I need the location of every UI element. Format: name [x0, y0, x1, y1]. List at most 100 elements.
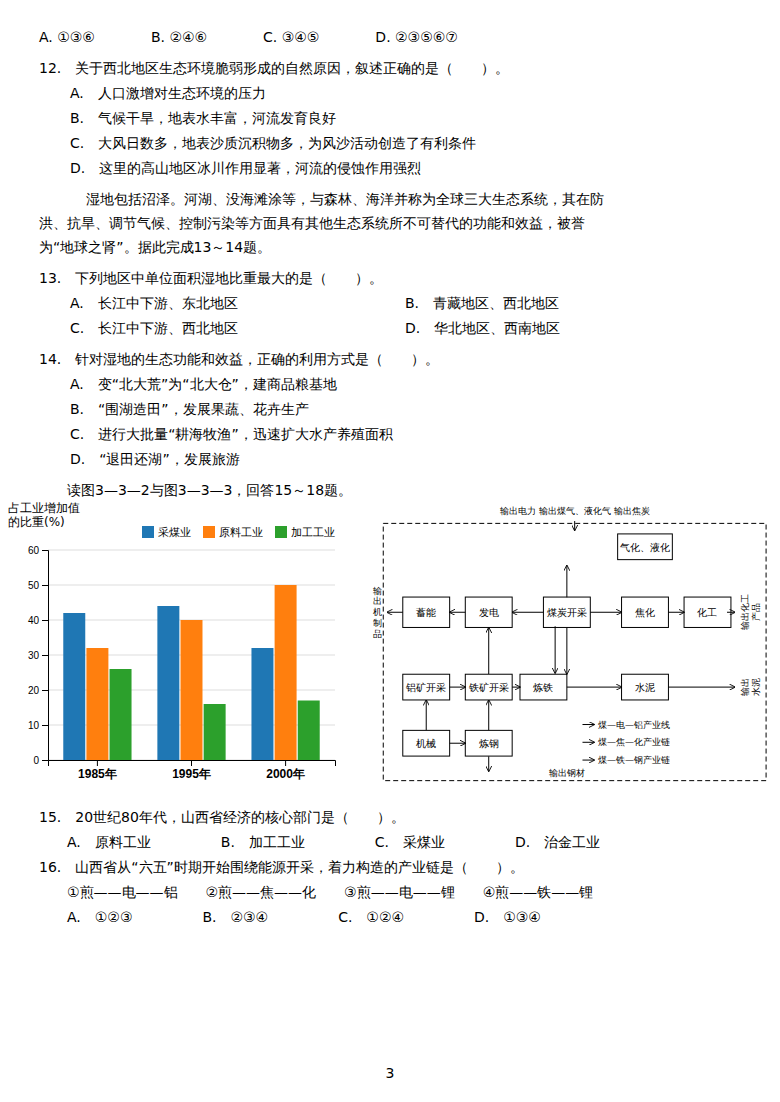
y-tick-mark: [42, 620, 48, 621]
diagram-arrow: [566, 628, 567, 674]
diagram-side-label: 输出水泥: [740, 678, 761, 696]
legend-label: 采煤业: [158, 526, 191, 539]
diagram-arrow: [582, 724, 594, 725]
text-line: 洪、抗旱、调节气候、控制污染等方面具有其他生态系统所不可替代的功能和效益，被誉: [39, 215, 585, 231]
bars: [63, 585, 319, 760]
diagram-arrow: [426, 700, 427, 730]
diagram-side-label: 输出化工产品: [740, 594, 761, 630]
diagram-box: [622, 597, 669, 627]
question-text: 13. 下列地区中单位面积湿地比重最大的是（ ）。: [39, 270, 383, 286]
diagram-box: [403, 730, 450, 756]
text-line: 化工: [697, 607, 717, 618]
x-tick-label: 1985年: [78, 767, 117, 781]
diagram-arrow: [567, 687, 622, 688]
plot-area: 01020304050601985年1995年2000年: [28, 545, 336, 781]
y-tick-mark: [42, 690, 48, 691]
diagram-box: [403, 674, 450, 700]
diagram-arrow: [566, 565, 567, 597]
y-tick-mark: [42, 760, 48, 761]
diagram-side-label-group: 输出化工产品: [740, 594, 761, 630]
option-text: D. 华北地区、西南地区: [405, 320, 560, 336]
option-text: C. 进行大批量“耕海牧渔”，迅速扩大水产养殖面积: [70, 426, 393, 442]
diagram-arrow: [512, 687, 520, 688]
background: [0, 0, 780, 1102]
diagram-arrow: [582, 760, 594, 761]
diagram-arrow: [387, 612, 403, 613]
text-line: ①煎——电——铝 ②煎——焦——化 ③煎——电——锂 ④煎——铁——锂: [39, 884, 593, 900]
y-tick: 0: [33, 755, 48, 766]
bar: [157, 606, 179, 760]
question-text: 16. 山西省从“六五”时期开始围绕能源开采，着力构造的产业链是（ ）。: [39, 859, 524, 875]
y-tick-label: 60: [28, 545, 40, 556]
option-text: B. 气候干旱，地表水丰富，河流发育良好: [70, 110, 336, 126]
text-line: 蓄能: [416, 607, 436, 618]
text-line: 炼钢: [479, 738, 499, 749]
text-line: D. “退田还湖”，发展旅游: [70, 451, 240, 467]
x-tick: 1995年: [172, 760, 211, 781]
x-tick-mark: [97, 760, 98, 766]
text-line: B. “围湖造田”，发展果蔬、花卉生产: [70, 401, 309, 417]
diagram-arrow: [727, 612, 735, 613]
legend-label: 加工工业: [291, 526, 335, 539]
diagram-side-label-group: 输出水泥: [740, 678, 761, 696]
x-axis: 1985年1995年2000年: [49, 760, 336, 781]
diagram-border: [383, 523, 766, 780]
text-line: 的比重(%): [8, 515, 65, 529]
diagram-bottom-label: 输出钢材: [549, 768, 585, 778]
text-line: 煤—电—铝产业线: [598, 720, 670, 730]
text-line: 出: [373, 596, 382, 606]
x-tick-label: 1995年: [172, 767, 211, 781]
diagram-box: [520, 674, 567, 700]
text-line: 铝矿开采: [405, 682, 446, 693]
legend: 采煤业原料工业加工工业: [142, 526, 335, 539]
diagram-side-label: 输出机制品: [373, 586, 382, 639]
diagram-chain-label: 煤—电—铝产业线: [598, 720, 670, 730]
text-line: 输出钢材: [549, 768, 585, 778]
y-tick: 40: [28, 615, 48, 626]
diagram-arrow: [450, 612, 466, 613]
diagram-arrow: [488, 628, 489, 674]
text-line: 水泥: [635, 682, 655, 693]
text-line: B. 青藏地区、西北地区: [405, 295, 559, 311]
y-axis-title: 占工业增加值的比重(%): [8, 501, 80, 529]
question-text: 15. 20世纪80年代，山西省经济的核心部门是（ ）。: [39, 809, 405, 825]
diagram-arrow: [574, 521, 575, 530]
diagram-box: [618, 534, 673, 560]
paragraph-text: 洪、抗旱、调节气候、控制污染等方面具有其他生态系统所不可替代的功能和效益，被誉: [39, 215, 585, 231]
option-text: A. 人口激增对生态环境的压力: [70, 85, 266, 101]
diagram-box: [684, 597, 731, 627]
y-tick-label: 10: [28, 720, 40, 731]
diagram-arrow: [668, 687, 734, 688]
legend-item: 采煤业: [142, 526, 191, 539]
diagram-box-label: 煤炭开采: [547, 607, 587, 618]
diagram-chain-label: 煤—焦—化产业链: [598, 737, 670, 747]
diagram-box: [403, 597, 450, 627]
diagram-box-label: 铁矿开采: [468, 682, 509, 693]
text-line: C. 长江中下游、西北地区: [70, 320, 238, 336]
bar: [204, 704, 226, 760]
option-text: C. 长江中下游、西北地区: [70, 320, 238, 336]
diagram-box-label: 焦化: [635, 607, 655, 618]
text-line: D. 华北地区、西南地区: [405, 320, 560, 336]
diagram-box-label: 发电: [479, 607, 499, 618]
legend-swatch: [275, 526, 287, 538]
x-tick: 1985年: [78, 760, 117, 781]
text-line: 16. 山西省从“六五”时期开始围绕能源开采，着力构造的产业链是（ ）。: [39, 859, 524, 875]
text-line: 占工业增加值: [8, 501, 80, 515]
question-text: ①煎——电——铝 ②煎——焦——化 ③煎——电——锂 ④煎——铁——锂: [39, 884, 593, 900]
bar: [275, 585, 297, 760]
diagram-arrow: [488, 756, 489, 771]
diagram-arrow: [488, 700, 489, 730]
y-tick-label: 0: [33, 755, 39, 766]
text-line: 机: [373, 607, 382, 617]
bar: [251, 648, 273, 760]
diagram-box-label: 气化、液化: [620, 541, 670, 552]
text-line: 水泥: [751, 678, 761, 696]
paragraph-text: 湿地包括沼泽。河湖、没海滩涂等，与森林、海洋并称为全球三大生态系统，其在防: [86, 191, 604, 207]
y-tick-label: 50: [28, 580, 40, 591]
text-line: B. 气候干旱，地表水丰富，河流发育良好: [70, 110, 336, 126]
y-tick-label: 20: [28, 685, 40, 696]
text-line: 煤—焦—化产业链: [598, 737, 670, 747]
text-line: A. ①③⑥ B. ②④⑥ C. ③④⑤ D. ②③⑤⑥⑦: [39, 29, 458, 45]
text-line: C. 进行大批量“耕海牧渔”，迅速扩大水产养殖面积: [70, 426, 393, 442]
